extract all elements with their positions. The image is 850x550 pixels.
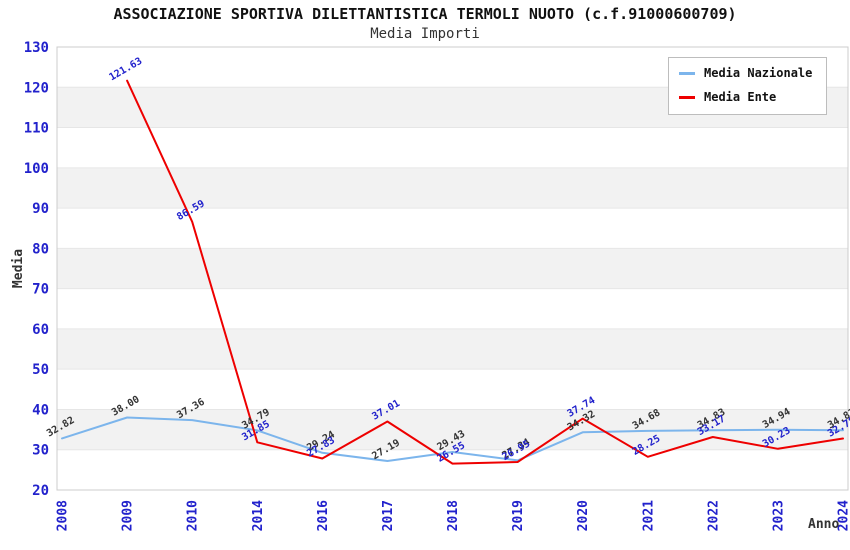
legend-item-media-nazionale[interactable]: Media Nazionale xyxy=(679,66,812,80)
chart-subtitle: Media Importi xyxy=(370,26,480,42)
y-tick-label: 130 xyxy=(24,40,49,56)
plot-band xyxy=(57,167,848,209)
y-tick-label: 120 xyxy=(24,80,49,96)
x-tick-label: 2018 xyxy=(446,500,461,531)
y-tick-label: 100 xyxy=(24,161,49,177)
x-tick-label: 2020 xyxy=(576,500,591,531)
legend-item-media-ente[interactable]: Media Ente xyxy=(679,90,812,104)
chart-title: ASSOCIAZIONE SPORTIVA DILETTANTISTICA TE… xyxy=(113,5,737,23)
y-tick-label: 30 xyxy=(32,443,49,459)
x-tick-label: 2019 xyxy=(511,500,526,531)
x-tick-label: 2017 xyxy=(381,500,396,531)
y-tick-label: 80 xyxy=(32,241,49,257)
y-tick-label: 110 xyxy=(24,121,49,137)
y-tick-label: 20 xyxy=(32,483,49,499)
x-axis-title: Anno xyxy=(808,517,839,532)
series-line-media-ente xyxy=(126,79,844,465)
y-tick-label: 90 xyxy=(32,201,49,217)
x-tick-label: 2023 xyxy=(771,500,786,531)
series-line-media-nazionale xyxy=(61,416,844,462)
legend-swatch-icon xyxy=(679,71,695,75)
y-tick-label: 50 xyxy=(32,362,49,378)
legend-label: Media Ente xyxy=(704,90,777,104)
x-tick-label: 2021 xyxy=(641,500,656,531)
x-tick-label: 2024 xyxy=(837,500,850,531)
legend-swatch-icon xyxy=(679,95,695,99)
data-label: 121.63 xyxy=(107,56,144,84)
x-tick-label: 2010 xyxy=(186,500,201,531)
plot-border xyxy=(56,46,849,491)
legend: Media Nazionale Media Ente xyxy=(668,57,828,115)
x-tick-label: 2014 xyxy=(251,500,266,531)
x-tick-label: 2016 xyxy=(316,500,331,531)
y-axis-title: Media xyxy=(11,249,26,288)
x-tick-label: 2008 xyxy=(56,500,71,531)
plot-band xyxy=(57,328,848,370)
legend-label: Media Nazionale xyxy=(704,66,813,80)
plot-band xyxy=(57,248,848,289)
y-tick-label: 40 xyxy=(32,402,49,418)
x-tick-label: 2022 xyxy=(706,500,721,531)
y-tick-label: 60 xyxy=(32,322,49,338)
x-tick-label: 2009 xyxy=(121,500,136,531)
y-tick-label: 70 xyxy=(32,282,49,298)
